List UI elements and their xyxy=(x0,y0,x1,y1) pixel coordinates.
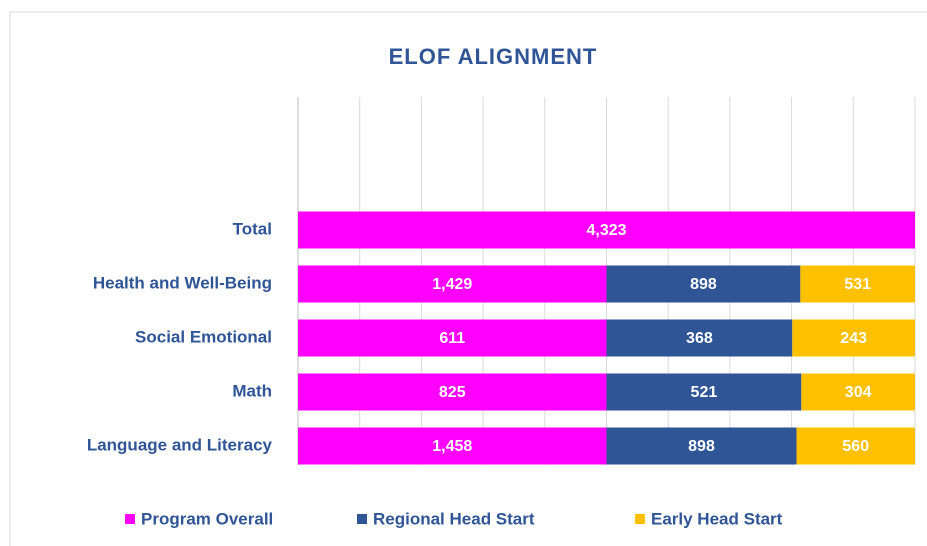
value-label: 304 xyxy=(845,384,872,401)
y-tick-label: Math xyxy=(232,381,272,400)
legend-label: Regional Head Start xyxy=(373,509,535,528)
y-tick-label: Total xyxy=(233,219,272,238)
bar xyxy=(792,319,915,357)
legend-label: Program Overall xyxy=(141,509,273,528)
bar xyxy=(800,265,915,303)
bar xyxy=(606,319,793,357)
legend-swatch xyxy=(635,514,645,524)
value-label: 898 xyxy=(688,438,715,455)
value-label: 368 xyxy=(686,330,713,347)
value-label: 898 xyxy=(690,276,717,293)
value-label: 1,429 xyxy=(432,276,472,293)
bar xyxy=(606,265,801,303)
value-label: 243 xyxy=(840,330,867,347)
value-label: 825 xyxy=(439,384,466,401)
bar xyxy=(298,319,607,357)
bar xyxy=(801,373,915,411)
y-tick-label: Social Emotional xyxy=(135,327,272,346)
frame xyxy=(9,11,927,546)
bar xyxy=(606,427,797,465)
legend-label: Early Head Start xyxy=(651,509,783,528)
chart-title: ELOF ALIGNMENT xyxy=(389,44,598,69)
bar xyxy=(796,427,915,465)
value-label: 521 xyxy=(691,384,718,401)
bar xyxy=(298,211,915,249)
value-label: 531 xyxy=(844,276,871,293)
value-label: 1,458 xyxy=(432,438,472,455)
value-label: 611 xyxy=(439,330,465,347)
value-label: 4,323 xyxy=(586,222,626,239)
y-tick-label: Language and Literacy xyxy=(87,435,273,454)
y-tick-label: Health and Well-Being xyxy=(93,273,272,292)
legend-swatch xyxy=(125,514,135,524)
bar xyxy=(298,373,607,411)
bar xyxy=(298,427,607,465)
legend-swatch xyxy=(357,514,367,524)
bar xyxy=(606,373,802,411)
bar xyxy=(298,265,607,303)
value-label: 560 xyxy=(842,438,869,455)
